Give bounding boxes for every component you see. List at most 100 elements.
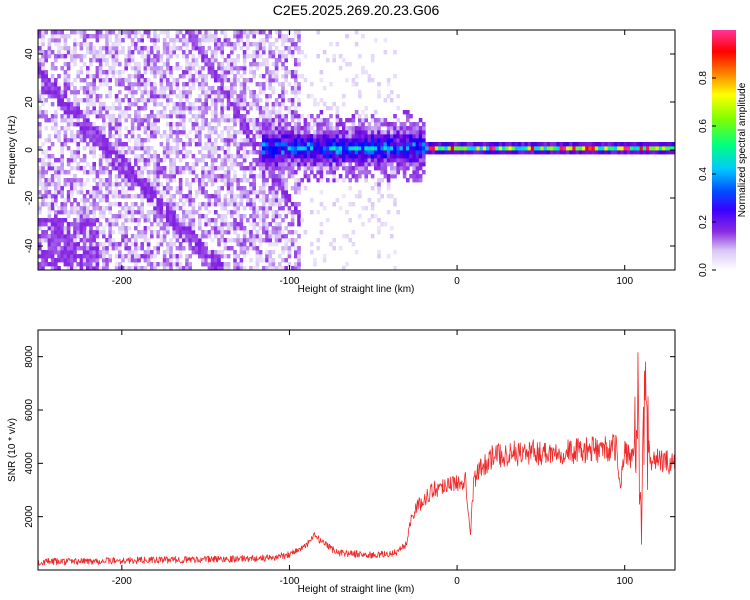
spectrogram-cell xyxy=(124,214,128,219)
spectrogram-cell xyxy=(54,78,58,83)
spectrogram-cell xyxy=(278,186,282,191)
spectrogram-cell xyxy=(326,218,330,223)
spectrogram-cell xyxy=(169,54,173,59)
spectrogram-cell xyxy=(127,50,132,55)
spectrogram-cell xyxy=(162,170,167,175)
spectrogram-cell xyxy=(57,182,61,187)
spectrogram-cell xyxy=(86,266,90,270)
spectrogram-cell xyxy=(290,130,295,135)
spectrogram-cell xyxy=(233,154,237,159)
spectrogram-cell xyxy=(226,90,231,95)
spectrogram-cell xyxy=(281,74,285,79)
spectrogram-cell xyxy=(364,70,368,75)
spectrogram-cell xyxy=(108,90,112,95)
spectrogram-cell xyxy=(185,214,189,219)
spectrogram-cell xyxy=(226,174,231,179)
spectrogram-cell xyxy=(297,182,301,187)
spectrogram-cell xyxy=(348,130,352,135)
spectrogram-cell xyxy=(313,98,317,103)
spectrogram-cell xyxy=(143,234,148,239)
spectrogram-cell xyxy=(66,250,71,255)
spectrogram-cell xyxy=(194,210,199,215)
colorbar-tick-label: 0.0 xyxy=(698,263,709,277)
spectrogram-cell xyxy=(230,198,234,203)
spectrogram-cell xyxy=(50,142,55,147)
spectrogram-cell xyxy=(54,202,58,207)
spectrogram-cell xyxy=(127,250,132,255)
spectrogram-cell xyxy=(252,58,256,63)
spectrogram-cell xyxy=(38,126,42,131)
spectrogram-cell xyxy=(159,190,164,195)
spectrogram-cell xyxy=(258,114,263,119)
spectrogram-cell xyxy=(44,110,48,115)
spectrogram-cell xyxy=(41,222,45,227)
spectrogram-cell xyxy=(137,66,141,71)
spectrogram-cell xyxy=(127,166,132,171)
spectrogram-cell xyxy=(591,150,596,155)
spectrogram-cell xyxy=(386,134,391,139)
spectrogram-cell xyxy=(76,90,80,95)
spectrogram-cell xyxy=(281,258,285,263)
spectrogram-cell xyxy=(63,130,68,135)
spectrogram-cell xyxy=(66,226,71,231)
spectrogram-cell xyxy=(50,126,55,131)
spectrogram-cell xyxy=(582,150,586,155)
spectrogram-cell xyxy=(188,166,192,171)
spectrogram-cell xyxy=(172,170,176,175)
spectrogram-cell xyxy=(281,50,285,55)
spectrogram-cell xyxy=(41,30,45,35)
spectrogram-cell xyxy=(265,258,269,263)
spectrogram-cell xyxy=(89,230,93,235)
spectrogram-cell xyxy=(348,118,352,123)
spectrogram-cell xyxy=(127,266,132,270)
spectrogram-cell xyxy=(316,114,320,119)
spectrogram-cell xyxy=(118,70,122,75)
spectrogram-cell xyxy=(418,146,423,151)
spectrogram-cell xyxy=(646,150,650,155)
spectrogram-cell xyxy=(204,110,208,115)
spectrogram-cell xyxy=(54,210,58,215)
spectrogram-cell xyxy=(306,138,311,143)
spectrogram-cell xyxy=(393,130,397,135)
spectrogram-cell xyxy=(214,178,218,183)
spectrogram-cell xyxy=(79,266,84,270)
spectrogram-cell xyxy=(345,62,349,67)
spectrogram-cell xyxy=(166,134,170,139)
spectrogram-cell xyxy=(332,126,336,131)
spectrogram-cell xyxy=(175,186,180,191)
spectrogram-cell xyxy=(236,238,240,243)
spectrogram-cell xyxy=(655,142,660,147)
spectrogram-cell xyxy=(150,266,154,270)
spectrogram-cell xyxy=(204,174,208,179)
spectrogram-cell xyxy=(162,262,167,267)
spectrogram-cell xyxy=(294,230,298,235)
spectrogram-cell xyxy=(486,150,490,155)
spectrogram-cell xyxy=(284,34,288,39)
spectrogram-cell xyxy=(543,142,548,147)
spectrogram-cell xyxy=(217,178,221,183)
spectrogram-cell xyxy=(390,162,394,167)
spectrogram-cell xyxy=(252,74,256,79)
spectrogram-cell xyxy=(303,230,308,235)
spectrogram-cell xyxy=(134,202,138,207)
spectrogram-cell xyxy=(210,182,215,187)
spectrogram-cell xyxy=(140,202,144,207)
spectrogram-cell xyxy=(236,150,240,155)
spectrogram-cell xyxy=(79,58,84,63)
spectrogram-cell xyxy=(380,138,384,143)
spectrogram-cell xyxy=(121,238,125,243)
spectrogram-cell xyxy=(271,42,276,47)
spectrogram-cell xyxy=(201,50,205,55)
spectrogram-cell xyxy=(73,222,77,227)
spectrogram-cell xyxy=(274,238,279,243)
spectrogram-cell xyxy=(47,42,52,47)
spectrogram-cell xyxy=(127,178,132,183)
spectrogram-cell xyxy=(214,74,218,79)
spectrogram-cell xyxy=(377,126,381,131)
spectrogram-cell xyxy=(214,258,218,263)
spectrogram-cell xyxy=(82,234,87,239)
spectrogram-cell xyxy=(124,78,128,83)
spectrogram-cell xyxy=(258,254,263,259)
spectrogram-cell xyxy=(201,46,205,51)
spectrogram-cell xyxy=(114,154,119,159)
